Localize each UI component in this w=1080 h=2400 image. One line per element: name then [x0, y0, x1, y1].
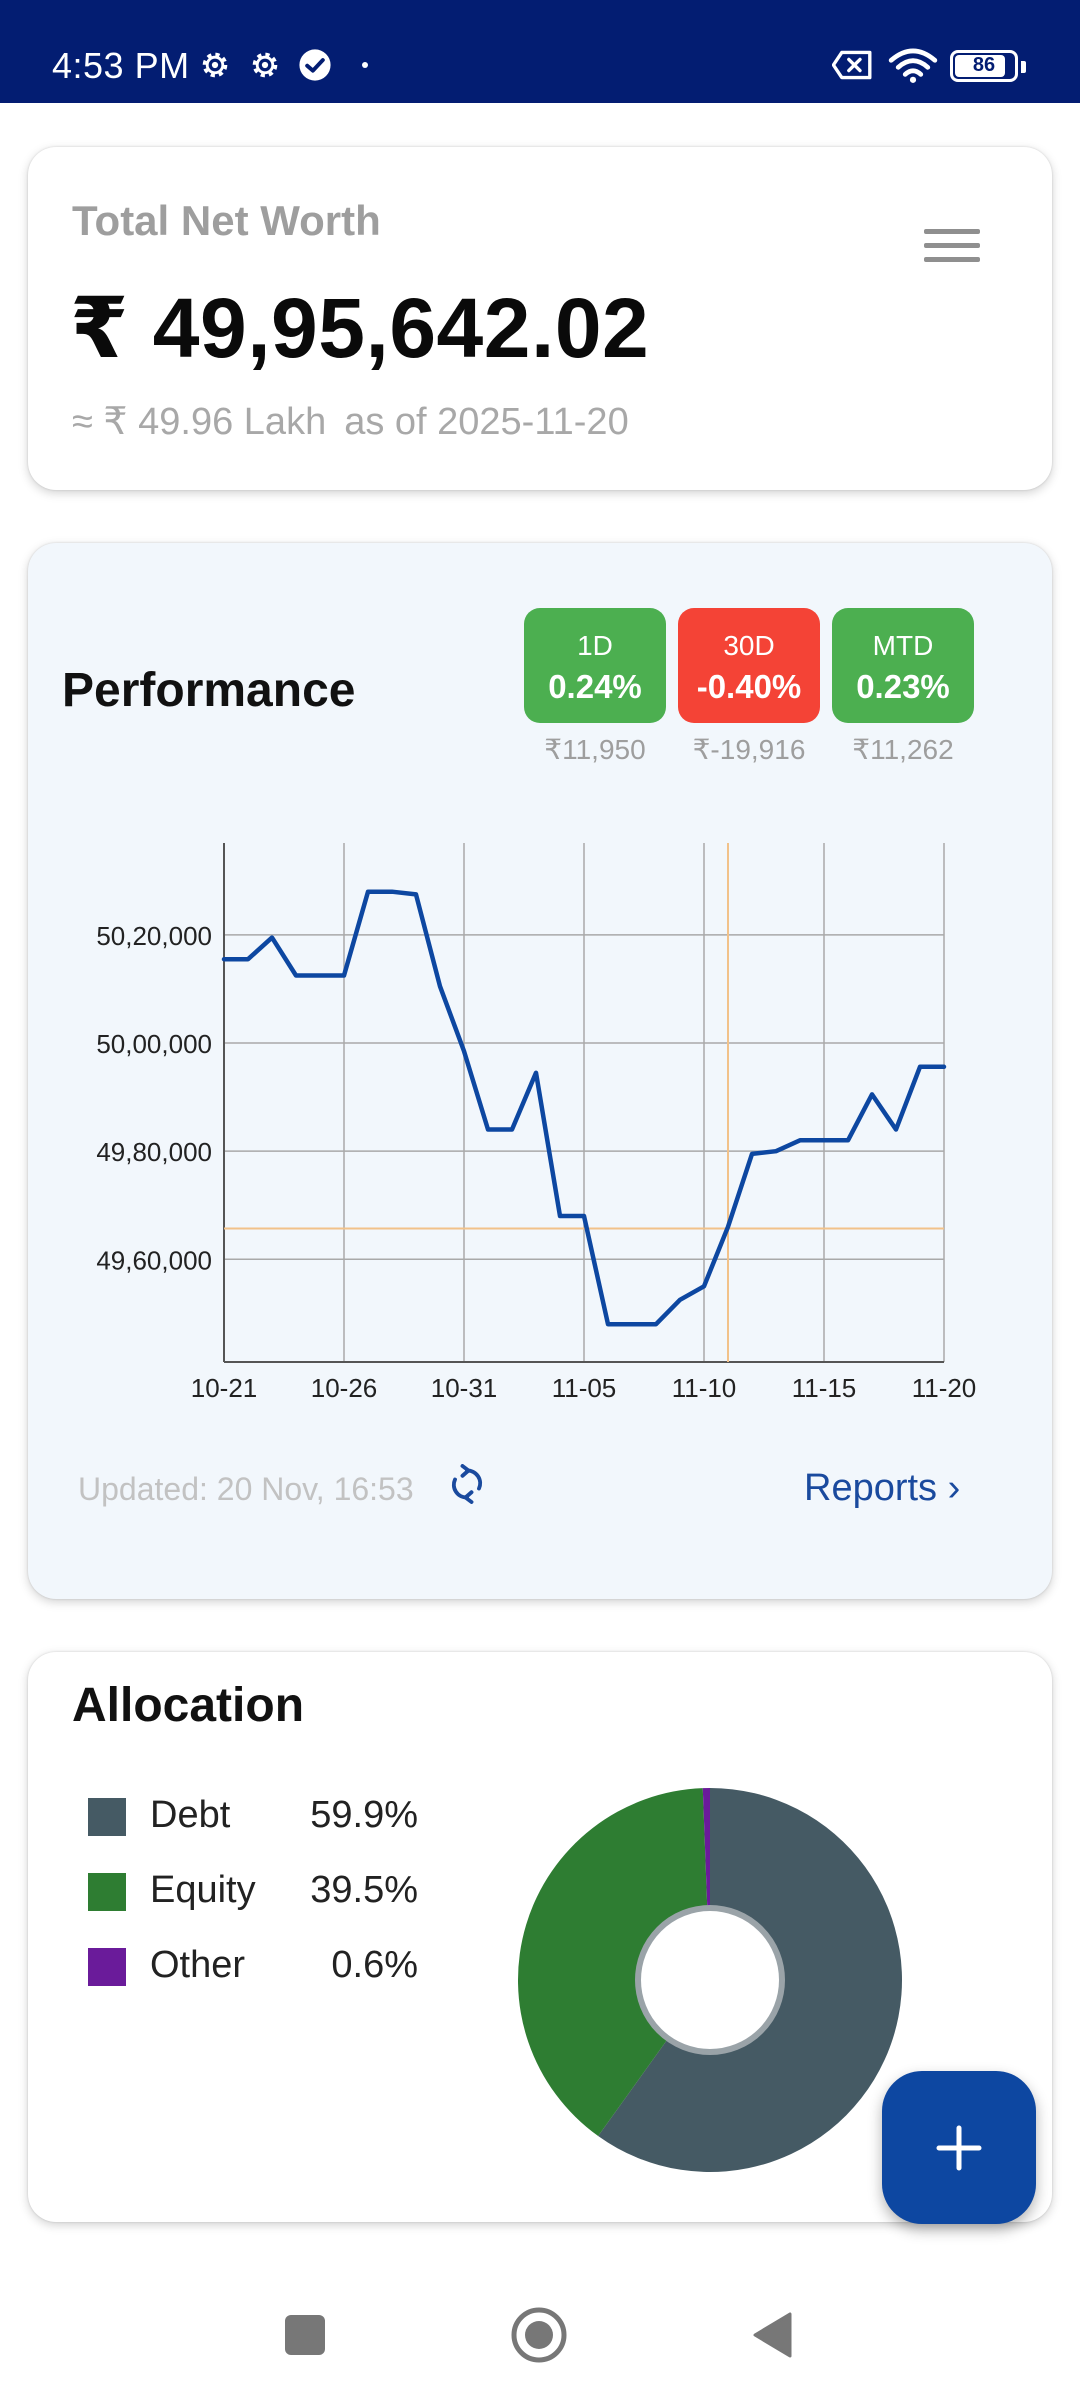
- pie-slice-debt: [598, 1788, 902, 2172]
- performance-title: Performance: [62, 664, 356, 717]
- net-worth-title: Total Net Worth: [72, 197, 381, 244]
- badge-mtd-value: 0.23%: [856, 668, 950, 705]
- hamburger-menu-icon[interactable]: [924, 229, 980, 273]
- notification-dot-icon: [362, 62, 368, 68]
- x-tick-label: 10-26: [311, 1373, 378, 1403]
- legend-swatch: [88, 1873, 126, 1911]
- x-tick-label: 11-05: [552, 1373, 617, 1403]
- allocation-card: Allocation Debt 59.9% Equity 39.5% Other…: [28, 1652, 1052, 2222]
- reports-link[interactable]: Reports ›: [804, 1467, 961, 1509]
- battery-level: 86: [972, 54, 996, 76]
- battery-icon: 86: [950, 50, 1026, 82]
- badge-30d[interactable]: 30D -0.40%: [678, 608, 820, 723]
- settings-gear-icon: [202, 52, 228, 78]
- legend-label: Debt: [150, 1794, 231, 1836]
- add-button[interactable]: [882, 2071, 1036, 2224]
- wifi-icon: [888, 48, 938, 83]
- plus-icon: [936, 2125, 982, 2171]
- performance-line-chart[interactable]: 50,20,000 50,00,000 49,80,000 49,60,000 10-2…: [28, 543, 1052, 1443]
- badge-1d-value: 0.24%: [548, 668, 642, 705]
- allocation-title: Allocation: [72, 1679, 305, 1732]
- x-tick-label: 11-15: [792, 1373, 857, 1403]
- legend-percent: 59.9%: [310, 1794, 418, 1836]
- x-tick-label: 11-20: [912, 1373, 977, 1403]
- badge-30d-value: -0.40%: [696, 668, 802, 705]
- legend-percent: 39.5%: [310, 1869, 418, 1911]
- net-worth-card: Total Net Worth ₹ 49,95,642.02 ≈ ₹ 49.96…: [28, 147, 1052, 490]
- pie-slice-equity: [518, 1788, 708, 2137]
- y-tick-label: 50,20,000: [96, 921, 212, 951]
- check-badge-icon: [299, 49, 331, 81]
- badge-30d-label: 30D: [723, 630, 775, 661]
- y-tick-label: 49,60,000: [96, 1245, 212, 1275]
- performance-card: Performance 1D 0.24% 30D -0.40% MTD 0.23…: [28, 543, 1052, 1599]
- home-circle-icon[interactable]: [510, 2306, 568, 2364]
- battery-saver-x-icon: [832, 50, 872, 80]
- badge-mtd-amount: ₹11,262: [852, 734, 954, 765]
- y-tick-label: 50,00,000: [96, 1029, 212, 1059]
- legend-swatch: [88, 1948, 126, 1986]
- pie-slice-other: [702, 1788, 710, 1909]
- recents-square-icon[interactable]: [285, 2315, 325, 2355]
- donut-hole: [635, 1905, 785, 2055]
- legend-label: Equity: [150, 1869, 256, 1911]
- back-triangle-icon[interactable]: [752, 2311, 792, 2359]
- x-tick-label: 10-21: [191, 1373, 258, 1403]
- legend-label: Other: [150, 1944, 246, 1986]
- allocation-donut-chart[interactable]: [510, 1780, 910, 2180]
- badge-mtd-label: MTD: [872, 630, 934, 661]
- y-tick-label: 49,80,000: [96, 1137, 212, 1167]
- badge-30d-amount: ₹-19,916: [692, 734, 806, 765]
- badge-1d-label: 1D: [577, 630, 613, 661]
- refresh-icon[interactable]: [449, 1464, 485, 1504]
- badge-mtd[interactable]: MTD 0.23%: [832, 608, 974, 723]
- net-worth-subtitle: ≈ ₹ 49.96 Lakh as of 2025-11-20: [72, 399, 647, 444]
- legend-swatch: [88, 1798, 126, 1836]
- x-tick-label: 11-10: [672, 1373, 737, 1403]
- badge-1d[interactable]: 1D 0.24%: [524, 608, 666, 723]
- legend-percent: 0.6%: [331, 1944, 418, 1986]
- net-worth-approx: ≈ ₹ 49.96 Lakh: [72, 401, 327, 443]
- series-line: [221, 889, 947, 1327]
- updated-timestamp: Updated: 20 Nov, 16:53: [78, 1471, 414, 1507]
- status-time: 4:53 PM: [52, 45, 190, 86]
- badge-1d-amount: ₹11,950: [544, 734, 646, 765]
- net-worth-as-of: as of 2025-11-20: [344, 401, 629, 443]
- net-worth-amount: ₹ 49,95,642.02: [70, 281, 650, 375]
- settings-gear-icon: [252, 52, 278, 78]
- x-tick-label: 10-31: [431, 1373, 498, 1403]
- status-bar: 4:53 PM 86: [0, 0, 1080, 103]
